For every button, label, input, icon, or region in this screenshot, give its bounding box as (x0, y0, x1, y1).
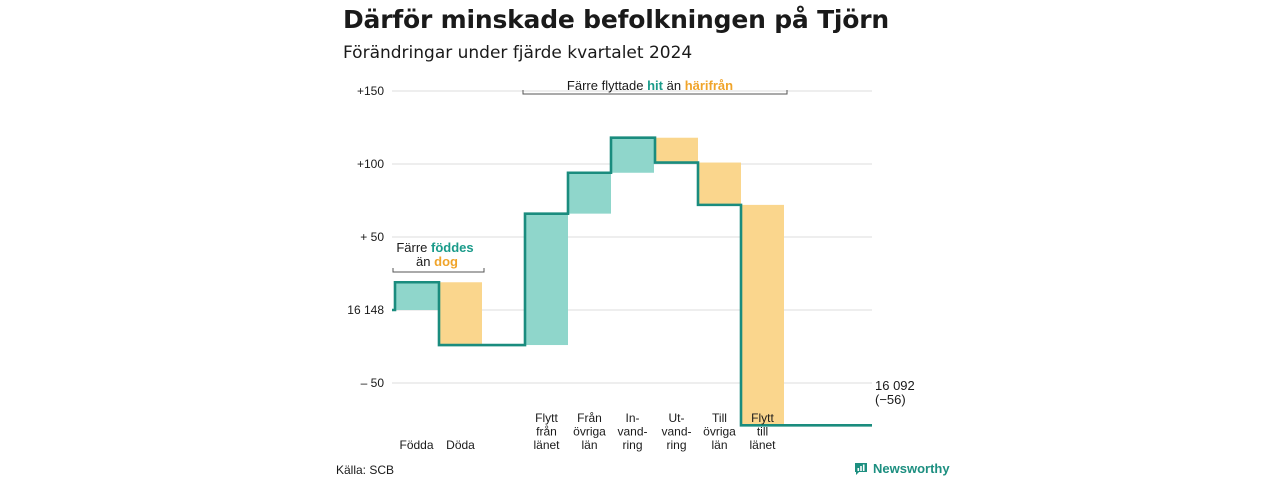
x-tick-label-line: övriga (703, 425, 736, 439)
x-tick-label: In-vand-ring (617, 411, 647, 452)
x-tick-label-line: Till (712, 411, 727, 425)
x-tick-label-line: län (711, 438, 727, 452)
x-tick-label-line: Flytt (535, 411, 558, 425)
x-tick-label-line: övriga (573, 425, 606, 439)
bar-3 (525, 213, 568, 346)
bar-6 (655, 137, 698, 163)
y-tick-label: +100 (357, 157, 384, 171)
annotation-text: Färre (396, 240, 431, 255)
x-tick-label: Till övriga län (703, 411, 736, 452)
moves-annotation: Färre flyttade hit än härifrån (567, 78, 733, 93)
brand-logo: Newsworthy (854, 461, 950, 476)
bar-7 (698, 162, 741, 205)
x-tick-label: Ut-vand-ring (661, 411, 691, 452)
chart-subtitle: Förändringar under fjärde kvartalet 2024 (343, 43, 693, 63)
x-tick-label-line: länet (749, 438, 776, 452)
annotation-highlight-out: härifrån (685, 78, 733, 93)
bar-5 (611, 137, 654, 173)
x-tick-label-line: ring (622, 438, 642, 452)
annotation-highlight-in: hit (647, 78, 664, 93)
bar-8 (741, 204, 784, 426)
x-tick-label-line: från (536, 425, 557, 439)
births-annotation-line2: än dog (416, 254, 458, 269)
x-tick-label-line: länet (533, 438, 560, 452)
end-value-label: 16 092 (−56) (875, 378, 915, 407)
annotation-text: Färre flyttade (567, 78, 647, 93)
y-tick-label: – 50 (361, 376, 385, 390)
y-tick-label: + 50 (360, 230, 384, 244)
x-tick-label: Flytt till länet (749, 411, 776, 452)
x-tick-label-line: Födda (399, 438, 433, 452)
x-tick-label: Flytt från länet (533, 411, 560, 452)
x-tick-label-line: län (581, 438, 597, 452)
end-value-line: 16 092 (875, 378, 915, 393)
x-tick-label-line: Flytt (751, 411, 774, 425)
annotation-text: än (416, 254, 434, 269)
x-tick-label: Födda (399, 438, 433, 452)
x-tick-label-line: Ut- (669, 411, 685, 425)
bar-1 (395, 282, 438, 310)
x-tick-label-line: vand- (617, 425, 647, 439)
bar-2 (439, 282, 482, 346)
annotation-highlight-died: dog (434, 254, 458, 269)
x-tick-label-line: In- (625, 411, 639, 425)
x-tick-label-line: Döda (446, 438, 475, 452)
births-bracket (392, 268, 485, 273)
source-note: Källa: SCB (336, 463, 395, 477)
running-total-line (392, 136, 872, 427)
y-tick-label: 16 148 (347, 303, 384, 317)
annotation-highlight-born: föddes (431, 240, 474, 255)
x-tick-label-line: ring (666, 438, 686, 452)
y-axis-labels: +150 +100 + 50 16 148 – 50 (347, 84, 384, 390)
end-value-line: (−56) (875, 392, 906, 407)
bar-4 (568, 172, 611, 214)
x-tick-label: Från övriga län (573, 411, 606, 452)
annotation-text: än (663, 78, 685, 93)
y-tick-label: +150 (357, 84, 384, 98)
x-tick-label-line: vand- (661, 425, 691, 439)
step-line (392, 136, 872, 427)
births-annotation-line1: Färre föddes (396, 240, 473, 255)
x-tick-label-line: Från (577, 411, 602, 425)
brand-name: Newsworthy (873, 461, 950, 476)
x-tick-label: Döda (446, 438, 475, 452)
chart-title: Därför minskade befolkningen på Tjörn (343, 5, 889, 34)
bars (395, 137, 784, 426)
newsworthy-logo-icon (855, 462, 867, 475)
x-tick-label-line: till (757, 425, 768, 439)
moves-bracket (522, 90, 788, 95)
